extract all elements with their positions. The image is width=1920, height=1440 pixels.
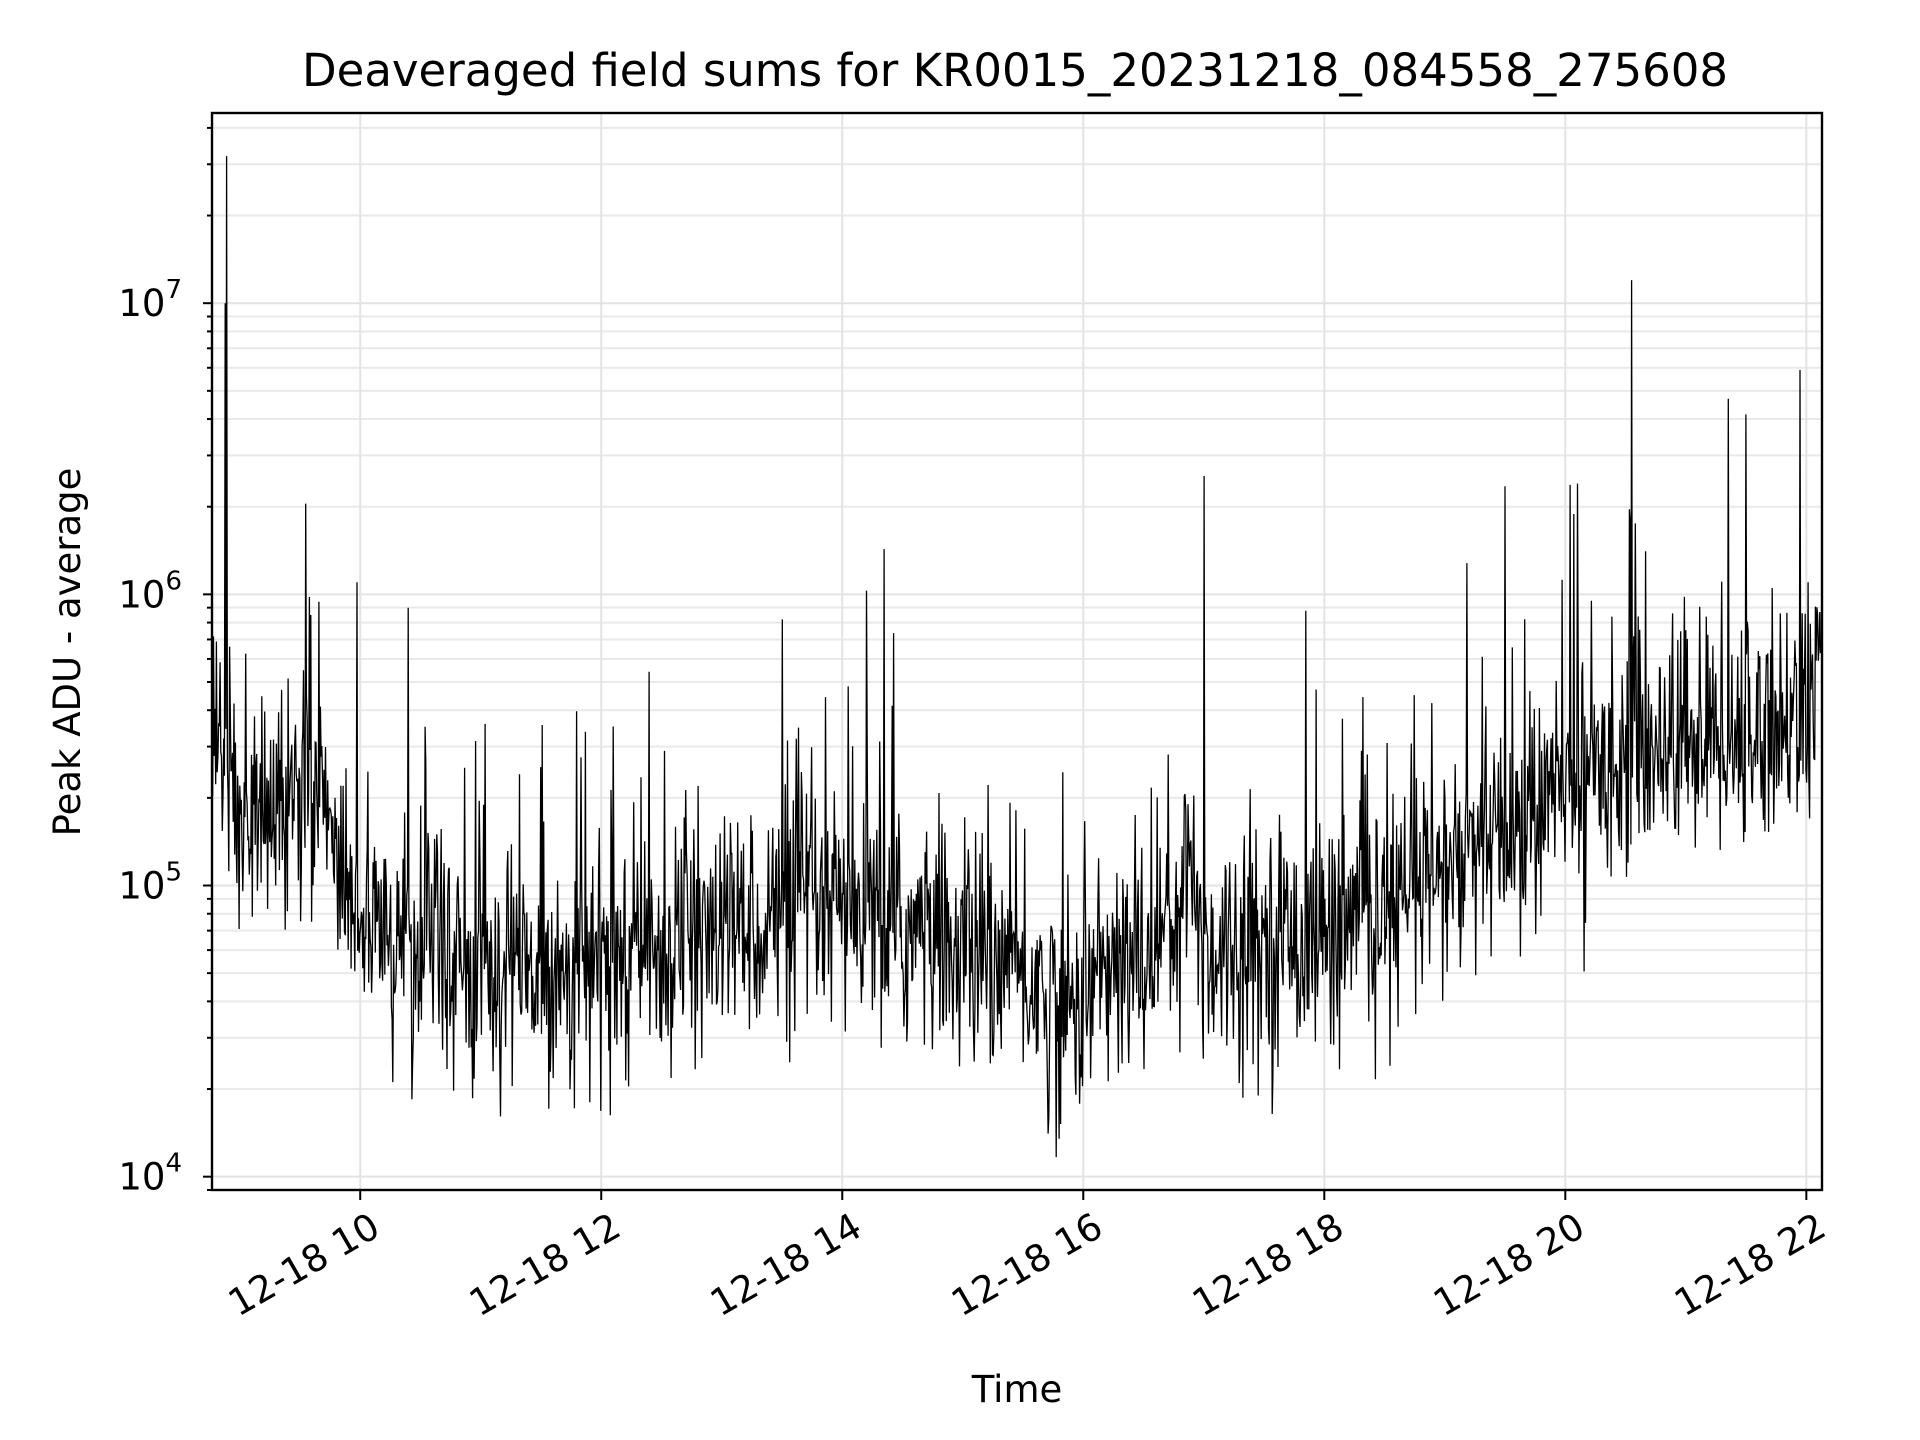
y-tick-label: 106: [118, 566, 182, 616]
y-tick-exponent: 7: [165, 275, 182, 305]
y-tick-exponent: 6: [165, 566, 182, 596]
plot-frame: [210, 111, 1824, 1192]
y-tick-label: 105: [118, 858, 182, 908]
y-tick-base: 10: [118, 1156, 165, 1199]
y-tick-label: 107: [118, 275, 182, 325]
y-axis-label: Peak ADU - average: [46, 468, 89, 837]
chart-title: Deaveraged field sums for KR0015_2023121…: [302, 44, 1728, 97]
y-tick-base: 10: [118, 282, 165, 325]
x-axis-label: Time: [971, 1368, 1063, 1411]
y-tick-base: 10: [118, 865, 165, 908]
series-layer: [211, 156, 1823, 1158]
y-tick-label: 104: [118, 1149, 182, 1199]
series-line: [211, 156, 1823, 1158]
y-tick-exponent: 5: [165, 858, 182, 888]
y-tick-exponent: 4: [165, 1149, 182, 1179]
y-tick-base: 10: [118, 573, 165, 616]
